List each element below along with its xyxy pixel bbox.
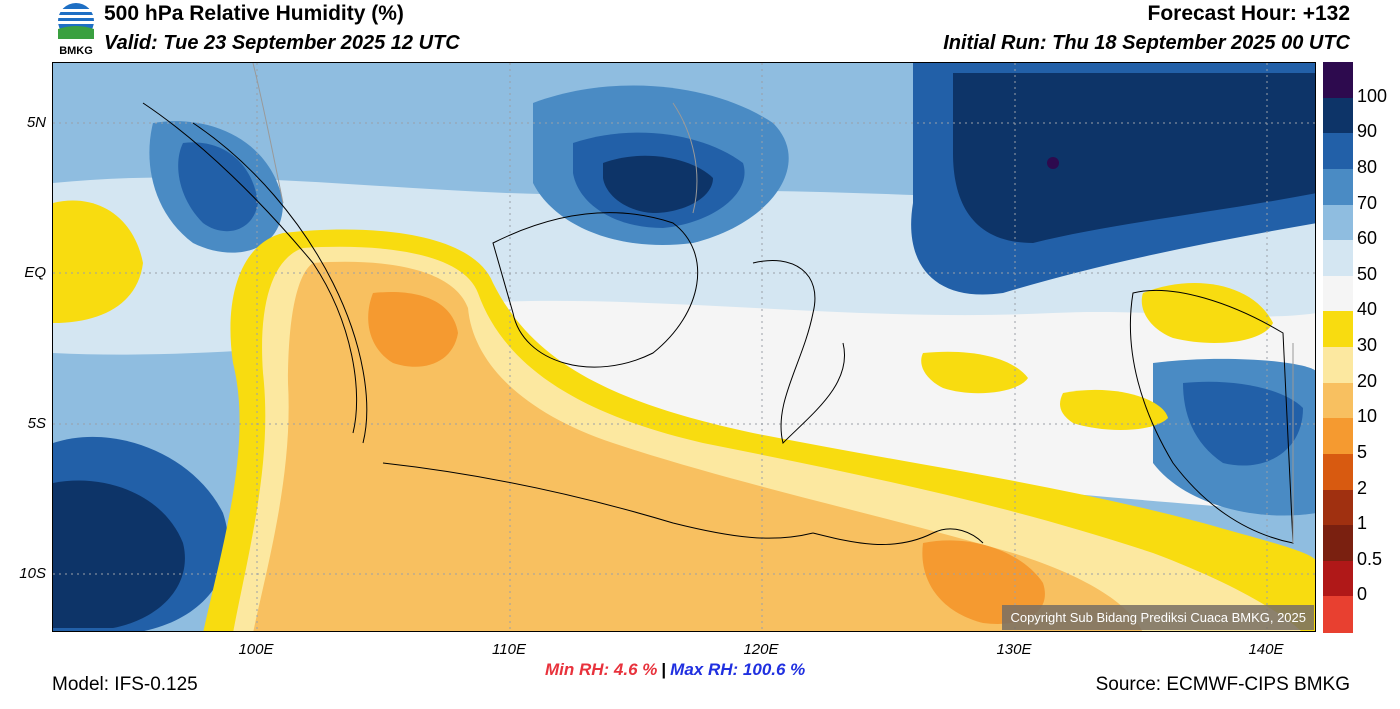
colorbar-segment [1323,453,1353,490]
colorbar-segment [1323,97,1353,134]
colorbar [1323,62,1353,633]
min-rh: Min RH: 4.6 % [545,660,658,679]
lat-label-10s: 10S [19,565,46,582]
colorbar-segment [1323,596,1353,633]
colorbar-label: 1 [1357,513,1368,534]
lon-label-140e: 140E [1248,641,1284,658]
colorbar-label: 70 [1357,192,1378,213]
forecast-hour: Forecast Hour: +132 [1147,2,1351,25]
humidity-map: Copyright Sub Bidang Prediksi Cuaca BMKG… [52,62,1316,632]
colorbar-label: 10 [1357,406,1378,427]
lon-label-120e: 120E [743,641,779,658]
colorbar-label: 0.5 [1357,548,1383,569]
lat-label-eq: EQ [24,264,46,281]
lon-label-100e: 100E [238,641,274,658]
colorbar-label: 80 [1357,156,1378,177]
colorbar-label: 5 [1357,441,1368,462]
valid-time: Valid: Tue 23 September 2025 12 UTC [104,32,460,54]
max-rh: Max RH: 100.6 % [670,660,806,679]
colorbar-label: 2 [1357,477,1368,498]
bmkg-logo: BMKG [52,1,100,59]
colorbar-segment [1323,133,1353,170]
lon-label-110e: 110E [492,641,526,658]
colorbar-label: 60 [1357,228,1378,249]
colorbar-segment [1323,418,1353,455]
colorbar-label: 0 [1357,584,1368,605]
colorbar-segment [1323,240,1353,277]
initial-run: Initial Run: Thu 18 September 2025 00 UT… [943,32,1350,54]
chart-title: 500 hPa Relative Humidity (%) [104,2,404,25]
colorbar-segment [1323,168,1353,205]
colorbar-segment [1323,204,1353,241]
colorbar-segment [1323,489,1353,526]
colorbar-segment [1323,275,1353,312]
lon-label-130e: 130E [996,641,1032,658]
lat-label-5n: 5N [26,114,46,131]
rh-stats: Min RH: 4.6 % | Max RH: 100.6 % [545,660,806,679]
colorbar-label: 30 [1357,335,1378,355]
colorbar-segment [1323,560,1353,597]
model-label: Model: IFS-0.125 [52,674,198,695]
humidity-map-svg [53,63,1315,631]
colorbar-segment [1323,382,1353,419]
source-label: Source: ECMWF-CIPS BMKG [1095,674,1350,695]
colorbar-segment [1323,525,1353,562]
colorbar-segment [1323,347,1353,384]
colorbar-label: 20 [1357,370,1378,391]
copyright-notice: Copyright Sub Bidang Prediksi Cuaca BMKG… [1002,605,1314,630]
colorbar-label: 90 [1357,121,1378,142]
colorbar-segment [1323,311,1353,348]
colorbar-segment [1323,62,1353,99]
colorbar-label: 50 [1357,263,1378,284]
logo-text: BMKG [59,45,93,57]
colorbar-label: 40 [1357,299,1378,320]
colorbar-label: 100 [1357,85,1388,106]
lat-label-5s: 5S [27,415,46,432]
